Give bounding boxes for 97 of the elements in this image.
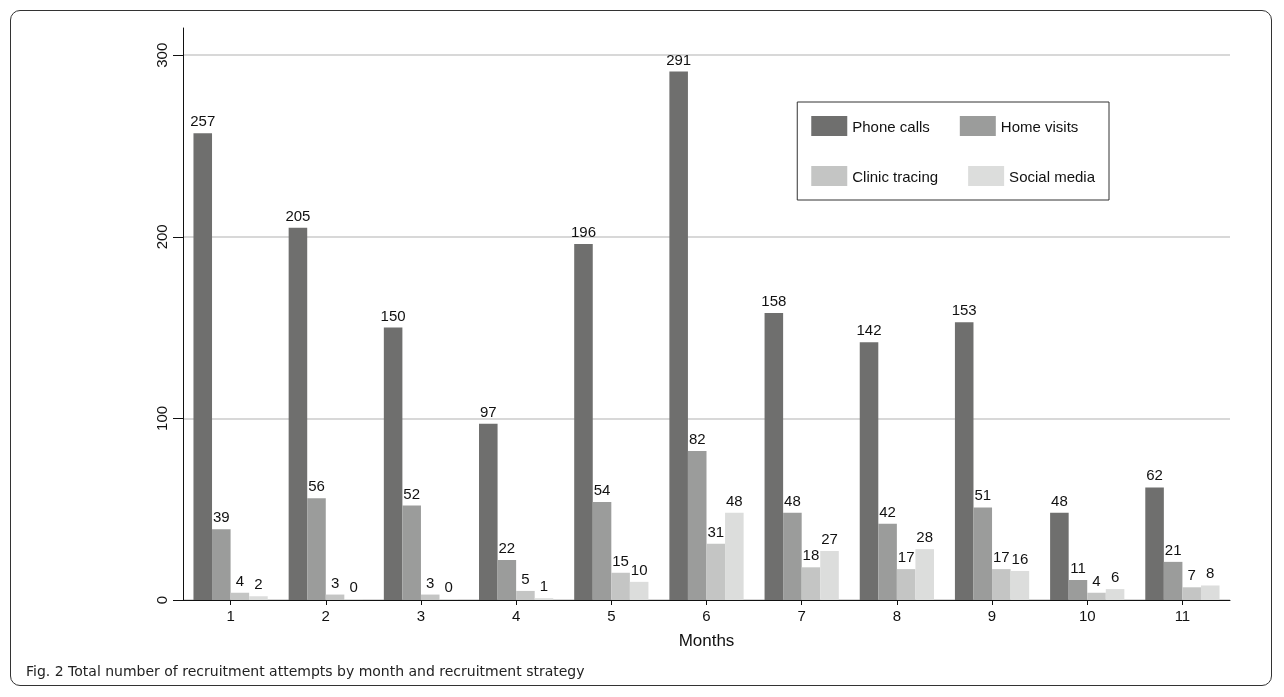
x-axis-title: Months (678, 631, 735, 650)
data-label: 0 (349, 578, 358, 595)
data-label: 158 (761, 292, 787, 310)
y-tick-label: 100 (153, 405, 170, 431)
data-label: 5 (521, 569, 530, 587)
data-label: 153 (951, 301, 977, 319)
bar (383, 327, 403, 600)
caption: Fig. 2 Total number of recruitment attempts by month and recruitment strategy (26, 663, 585, 679)
bar (783, 512, 802, 600)
x-tick-label: 11 (1174, 607, 1191, 624)
bar (230, 592, 250, 600)
bar (954, 322, 974, 600)
data-label: 3 (330, 573, 340, 591)
data-label: 82 (688, 430, 706, 448)
data-label: 2 (254, 575, 263, 593)
legend-label: Clinic tracing (852, 167, 939, 185)
y-tick-label: 0 (153, 595, 170, 605)
x-tick-label: 3 (416, 607, 426, 624)
x-tick-label: 10 (1078, 607, 1096, 624)
data-label: 52 (403, 484, 421, 502)
bar (1050, 512, 1069, 600)
legend-label: Social media (1009, 167, 1096, 185)
data-label: 48 (784, 491, 801, 509)
bar (307, 498, 326, 600)
data-label: 48 (1051, 491, 1068, 509)
data-label: 16 (1011, 549, 1029, 567)
y-tick-label: 200 (153, 224, 170, 250)
legend-label: Home visits (1000, 117, 1079, 135)
data-label: 18 (802, 546, 820, 564)
bar (992, 569, 1011, 600)
x-tick-label: 8 (892, 607, 902, 624)
bar (896, 569, 916, 600)
data-label: 257 (190, 112, 216, 130)
legend-label: Phone calls (852, 117, 930, 135)
bar (1145, 487, 1164, 600)
data-label: 22 (498, 539, 516, 557)
data-label: 17 (897, 548, 915, 566)
data-label: 0 (444, 578, 453, 595)
data-label: 42 (879, 502, 896, 520)
data-label: 1 (539, 577, 549, 595)
bar (1087, 592, 1106, 600)
x-tick-label: 2 (321, 607, 330, 624)
bar (706, 543, 726, 600)
data-label: 31 (707, 522, 725, 540)
data-label: 39 (212, 508, 230, 526)
bar (611, 572, 630, 600)
bar (859, 342, 879, 600)
data-label: 15 (612, 551, 629, 569)
data-label: 17 (992, 548, 1010, 566)
data-label: 7 (1187, 566, 1196, 584)
bar (973, 507, 993, 600)
data-label: 51 (974, 486, 992, 504)
data-label: 28 (916, 528, 934, 546)
bar (1163, 561, 1183, 600)
x-tick-label: 7 (797, 607, 806, 624)
data-label: 6 (1110, 568, 1120, 586)
data-label: 142 (856, 321, 882, 339)
bar (878, 523, 897, 600)
bar (592, 501, 612, 600)
data-label: 150 (380, 306, 406, 324)
data-label: 196 (570, 223, 596, 241)
x-tick-label: 6 (702, 607, 711, 624)
bar (669, 71, 688, 600)
bar (574, 244, 593, 600)
bar (764, 313, 784, 600)
x-tick-label: 9 (987, 607, 997, 624)
data-label: 291 (666, 50, 692, 68)
bar (687, 451, 707, 600)
data-label: 205 (285, 206, 311, 224)
data-label: 56 (308, 477, 325, 495)
bar (1068, 580, 1088, 600)
data-label: 54 (593, 480, 611, 498)
bar (479, 423, 498, 600)
data-label: 11 (1070, 559, 1086, 577)
x-tick-label: 1 (226, 607, 235, 624)
data-label: 3 (426, 573, 435, 591)
bar (402, 505, 421, 600)
data-label: 62 (1146, 466, 1163, 484)
data-label: 48 (726, 491, 743, 509)
bar (497, 560, 517, 600)
data-label: 21 (1164, 540, 1182, 558)
bar (193, 133, 213, 600)
data-label: 4 (1092, 571, 1101, 589)
bar (288, 227, 308, 600)
bar (212, 529, 231, 600)
data-label: 8 (1206, 564, 1215, 582)
bar (1182, 587, 1201, 600)
data-label: 4 (235, 571, 245, 589)
x-tick-label: 4 (511, 607, 521, 624)
data-label: 27 (821, 529, 838, 547)
bar (801, 567, 821, 600)
data-label: 10 (630, 560, 648, 578)
bar (516, 590, 535, 600)
data-label: 97 (479, 402, 497, 420)
x-tick-label: 5 (607, 607, 616, 624)
bar (420, 594, 440, 600)
y-tick-label: 300 (153, 42, 170, 68)
